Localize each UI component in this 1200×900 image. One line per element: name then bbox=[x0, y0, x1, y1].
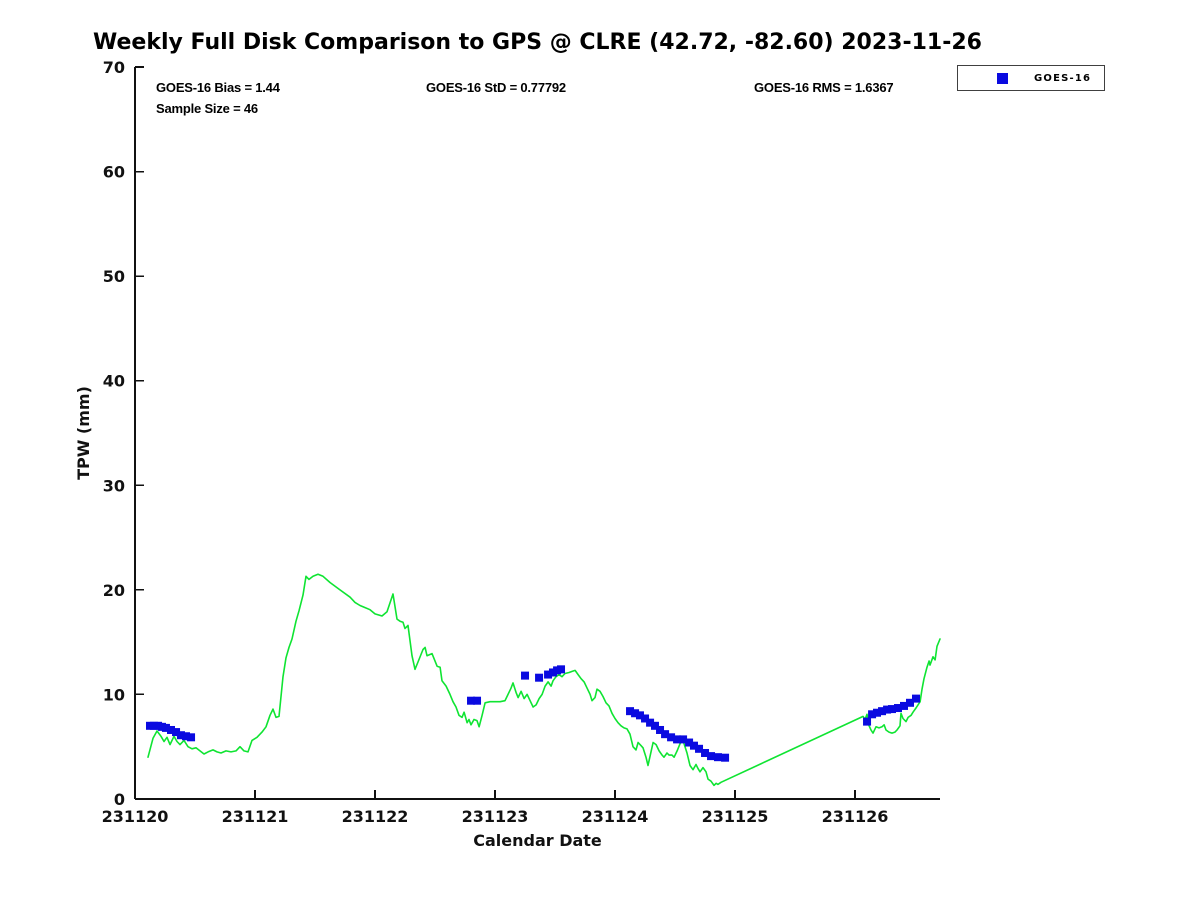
goes16-data-marker bbox=[467, 696, 476, 705]
goes16-data-marker bbox=[548, 668, 557, 677]
goes16-data-marker bbox=[650, 721, 659, 730]
goes16-data-marker bbox=[149, 721, 158, 730]
x-tick-label: 231125 bbox=[702, 807, 769, 826]
y-tick-label: 50 bbox=[103, 267, 125, 286]
y-tick-label: 0 bbox=[114, 790, 125, 809]
x-tick-label: 231124 bbox=[582, 807, 649, 826]
x-tick-label: 231126 bbox=[822, 807, 889, 826]
y-tick-label: 20 bbox=[103, 581, 125, 600]
stat-rms: GOES-16 RMS = 1.6367 bbox=[754, 80, 894, 95]
x-tick-label: 231122 bbox=[342, 807, 409, 826]
goes16-data-marker bbox=[673, 735, 682, 744]
goes16-data-marker bbox=[911, 694, 920, 703]
chart-title: Weekly Full Disk Comparison to GPS @ CLR… bbox=[93, 30, 982, 55]
goes16-data-marker bbox=[713, 753, 722, 762]
goes16-data-marker bbox=[868, 710, 877, 719]
goes16-data-marker bbox=[544, 670, 553, 679]
goes16-data-marker bbox=[685, 738, 694, 747]
goes16-data-marker bbox=[887, 705, 896, 714]
x-tick-label: 231123 bbox=[462, 807, 529, 826]
goes16-data-marker bbox=[883, 705, 892, 714]
stat-bias: GOES-16 Bias = 1.44 bbox=[156, 80, 280, 95]
y-tick-label: 70 bbox=[103, 58, 125, 77]
goes16-data-marker bbox=[661, 730, 670, 739]
legend-box: GOES-16 bbox=[957, 65, 1105, 91]
goes16-data-marker bbox=[172, 728, 181, 737]
goes16-data-marker bbox=[905, 698, 914, 707]
goes16-data-marker bbox=[707, 752, 716, 761]
goes16-data-marker bbox=[631, 709, 640, 718]
y-axis-label: TPW (mm) bbox=[74, 386, 93, 480]
legend-label-goes16: GOES-16 bbox=[1034, 72, 1092, 84]
x-tick-label: 231120 bbox=[102, 807, 169, 826]
goes16-data-marker bbox=[521, 671, 530, 680]
stat-sample-size: Sample Size = 46 bbox=[156, 101, 258, 116]
goes16-data-marker bbox=[878, 707, 887, 716]
y-tick-label: 60 bbox=[103, 163, 125, 182]
goes16-data-marker bbox=[641, 714, 650, 723]
goes16-data-marker bbox=[689, 741, 698, 750]
goes16-data-marker bbox=[161, 723, 170, 732]
y-tick-label: 40 bbox=[103, 372, 125, 391]
goes16-data-marker bbox=[679, 735, 688, 744]
goes16-data-marker bbox=[899, 701, 908, 710]
goes16-data-marker bbox=[646, 718, 655, 727]
goes16-data-marker bbox=[535, 673, 544, 682]
goes16-data-marker bbox=[473, 696, 482, 705]
goes16-data-marker bbox=[893, 704, 902, 713]
goes16-data-marker bbox=[863, 717, 872, 726]
x-axis-label: Calendar Date bbox=[473, 831, 602, 850]
goes16-data-marker bbox=[656, 725, 665, 734]
y-tick-label: 30 bbox=[103, 476, 125, 495]
goes16-data-marker bbox=[167, 725, 176, 734]
gps-tpw-line bbox=[147, 573, 941, 787]
goes16-data-marker bbox=[872, 708, 881, 717]
goes16-data-marker bbox=[176, 731, 185, 740]
goes16-data-marker bbox=[187, 733, 196, 742]
goes16-data-marker bbox=[695, 744, 704, 753]
x-tick-label: 231121 bbox=[222, 807, 289, 826]
goes16-marker-swatch-icon bbox=[997, 72, 1008, 84]
goes16-data-marker bbox=[667, 733, 676, 742]
goes16-data-marker bbox=[182, 732, 191, 741]
y-tick-label: 10 bbox=[103, 685, 125, 704]
stat-std: GOES-16 StD = 0.77792 bbox=[426, 80, 566, 95]
goes16-data-marker bbox=[635, 711, 644, 720]
goes16-data-marker bbox=[626, 707, 635, 716]
goes16-data-marker bbox=[557, 665, 566, 674]
goes16-data-marker bbox=[721, 753, 730, 762]
goes16-data-marker bbox=[701, 748, 710, 757]
